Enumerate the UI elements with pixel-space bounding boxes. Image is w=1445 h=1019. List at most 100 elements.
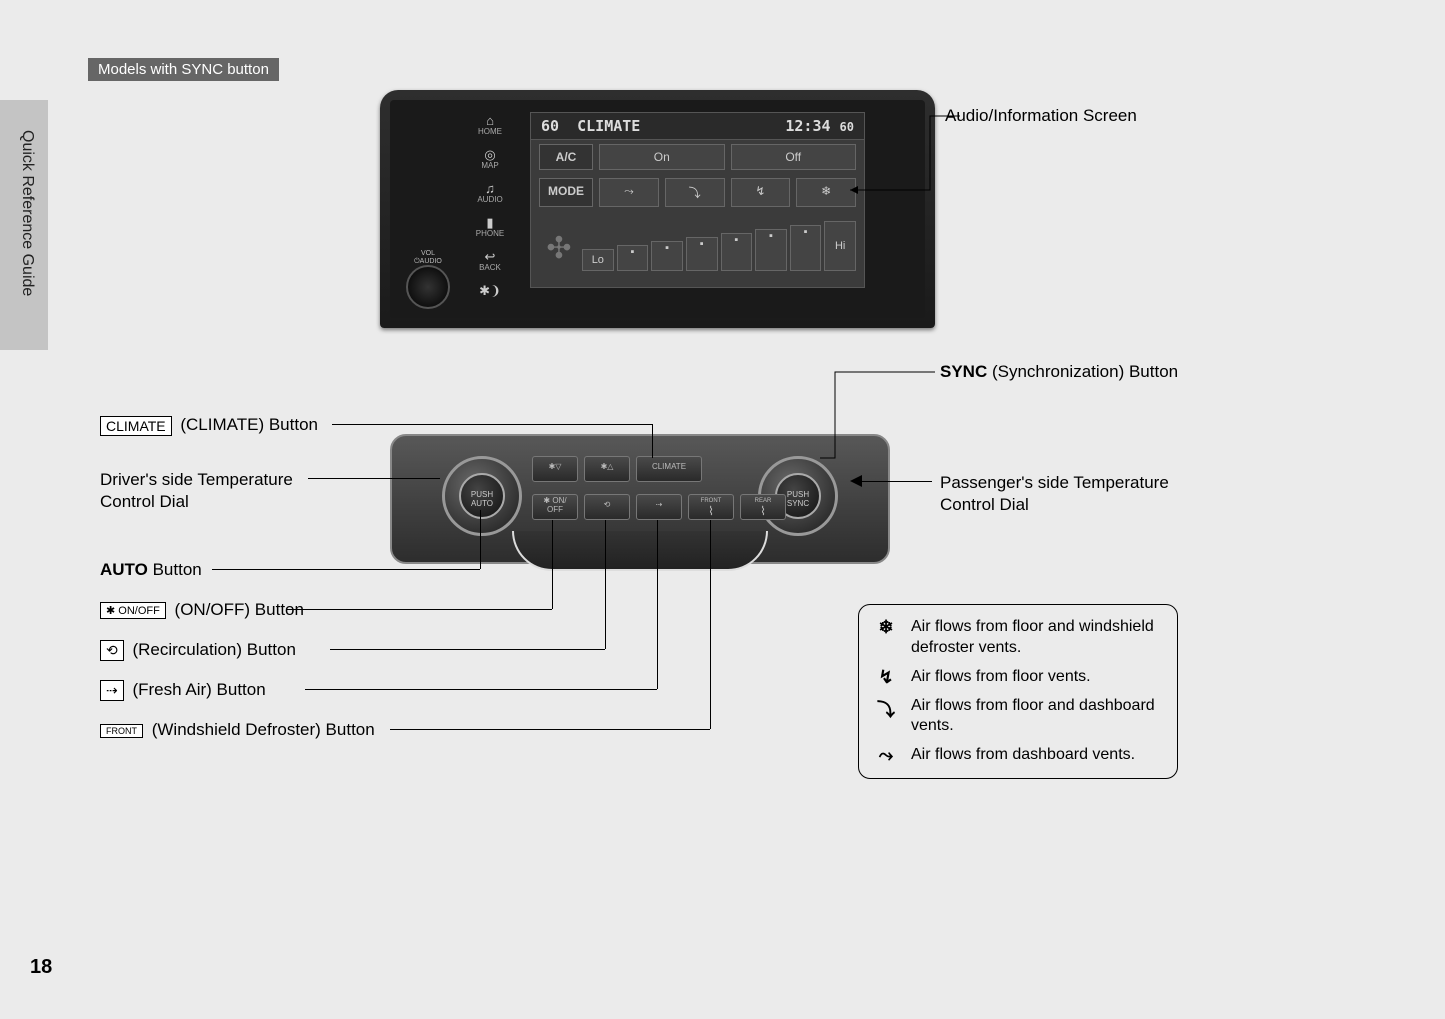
legend-row: ❄ Air flows from floor and windshield de… — [873, 617, 1163, 659]
leader-line — [330, 649, 605, 650]
fresh-air-button[interactable]: ⇢ — [636, 494, 682, 520]
menu-brightness[interactable]: ✱❩ — [460, 284, 520, 297]
info-screen[interactable]: 60 CLIMATE 12:34 60 A/C On Off MODE ⤳ ⤵ … — [530, 112, 865, 288]
mode-2-icon[interactable]: ⤵ — [665, 178, 725, 207]
map-icon: ◎ — [460, 148, 520, 161]
ac-on[interactable]: On — [599, 144, 725, 170]
display-bezel: VOL ⏻AUDIO ⌂HOME ◎MAP ♫AUDIO ▮PHONE ↩BAC… — [390, 100, 925, 318]
mode-3-icon[interactable]: ↯ — [731, 178, 791, 207]
legend-row: ⤳ Air flows from dashboard vents. — [873, 745, 1163, 766]
callout-recirc-button: ⟲ (Recirculation) Button — [100, 640, 296, 661]
panel-lip — [512, 531, 768, 571]
callout-driver-dial: Driver's side Temperature Control Dial — [100, 469, 293, 513]
fan-seg-4[interactable]: ▪ — [686, 237, 718, 271]
leader-line — [308, 478, 440, 479]
fan-seg-2[interactable]: ▪ — [617, 245, 649, 271]
temp-down-button[interactable]: ✱▽ — [532, 456, 578, 482]
menu-home[interactable]: ⌂HOME — [460, 114, 520, 136]
screen-title: CLIMATE — [577, 117, 640, 135]
defrost-box-label: FRONT — [100, 724, 143, 738]
volume-knob[interactable] — [406, 265, 450, 309]
menu-back[interactable]: ↩BACK — [460, 250, 520, 272]
clock: 12:34 — [785, 117, 830, 135]
screen-status-bar: 60 CLIMATE 12:34 60 — [531, 113, 864, 140]
fan-seg-5[interactable]: ▪ — [721, 233, 753, 271]
mode-label: MODE — [539, 178, 593, 207]
temp-up-button[interactable]: ✱△ — [584, 456, 630, 482]
leader-line — [710, 520, 711, 729]
recirc-icon-box: ⟲ — [100, 640, 124, 661]
legend-text: Air flows from floor and windshield defr… — [911, 617, 1163, 659]
callout-sync-button: SYNC (Synchronization) Button — [940, 362, 1178, 382]
vol-label: VOL ⏻AUDIO — [396, 250, 460, 265]
legend-text: Air flows from floor vents. — [911, 667, 1163, 688]
leader-line — [652, 424, 653, 458]
callout-auto-button: AUTO Button — [100, 560, 202, 580]
fan-seg-6[interactable]: ▪ — [755, 229, 787, 271]
legend-text: Air flows from floor and dashboard vents… — [911, 696, 1163, 738]
defrost-icon: ⌇ — [708, 504, 714, 518]
front-defrost-button[interactable]: FRONT⌇ — [688, 494, 734, 520]
mode-row: MODE ⤳ ⤵ ↯ ❄ — [531, 174, 864, 211]
side-tab-label: Quick Reference Guide — [18, 130, 36, 296]
fan-lo[interactable]: Lo — [582, 249, 614, 271]
airflow-legend: ❄ Air flows from floor and windshield de… — [858, 604, 1178, 779]
fan-icon: ✣ — [539, 231, 579, 271]
callout-climate-button: CLIMATE (CLIMATE) Button — [100, 415, 318, 436]
ac-label: A/C — [539, 144, 593, 170]
temp-left: 60 — [541, 117, 559, 135]
callout-fresh-button: ⇢ (Fresh Air) Button — [100, 680, 266, 701]
side-menu: ⌂HOME ◎MAP ♫AUDIO ▮PHONE ↩BACK ✱❩ — [460, 114, 520, 309]
climate-control-panel: PUSH AUTO PUSH SYNC ✱▽ ✱△ CLIMATE ✱ ON/ … — [390, 434, 890, 564]
menu-phone[interactable]: ▮PHONE — [460, 216, 520, 238]
leader-line — [860, 481, 932, 482]
rear-defrost-icon: ⌇ — [760, 504, 766, 518]
page-number: 18 — [30, 956, 52, 979]
audio-icon: ♫ — [460, 182, 520, 195]
recirc-icon: ⟲ — [604, 500, 611, 509]
legend-icon-floor: ↯ — [873, 667, 899, 688]
fan-seg-7[interactable]: ▪ — [790, 225, 822, 271]
legend-text: Air flows from dashboard vents. — [911, 745, 1163, 766]
leader-line — [286, 609, 552, 610]
phone-icon: ▮ — [460, 216, 520, 229]
leader-line — [305, 689, 657, 690]
climate-button[interactable]: CLIMATE — [636, 456, 702, 482]
ac-off[interactable]: Off — [731, 144, 857, 170]
rear-defrost-button[interactable]: REAR⌇ — [740, 494, 786, 520]
callout-passenger-dial: Passenger's side Temperature Control Dia… — [940, 472, 1169, 516]
menu-audio[interactable]: ♫AUDIO — [460, 182, 520, 204]
fan-hi[interactable]: Hi — [824, 221, 856, 271]
callout-onoff-button: ✱ ON/OFF (ON/OFF) Button — [100, 600, 304, 620]
fan-seg-3[interactable]: ▪ — [651, 241, 683, 271]
legend-row: ⤵ Air flows from floor and dashboard ven… — [873, 696, 1163, 738]
leader-line — [605, 520, 606, 649]
home-icon: ⌂ — [460, 114, 520, 127]
back-icon: ↩ — [460, 250, 520, 263]
recirc-button[interactable]: ⟲ — [584, 494, 630, 520]
fresh-air-icon-box: ⇢ — [100, 680, 124, 701]
leader-line — [552, 520, 553, 609]
leader-line — [332, 424, 652, 425]
menu-map[interactable]: ◎MAP — [460, 148, 520, 170]
fresh-air-icon: ⇢ — [656, 500, 663, 509]
auto-button[interactable]: PUSH AUTO — [459, 473, 505, 519]
legend-icon-dash: ⤳ — [873, 745, 899, 766]
onoff-box-label: ✱ ON/OFF — [100, 602, 166, 619]
section-header: Models with SYNC button — [88, 58, 279, 81]
audio-info-unit: VOL ⏻AUDIO ⌂HOME ◎MAP ♫AUDIO ▮PHONE ↩BAC… — [380, 90, 935, 328]
legend-icon-floor-dash: ⤵ — [873, 696, 899, 722]
leader-line — [657, 520, 658, 689]
driver-temp-dial[interactable]: PUSH AUTO — [442, 456, 522, 536]
callout-audio-screen: Audio/Information Screen — [945, 106, 1137, 126]
leader-line — [480, 510, 481, 569]
climate-box-label: CLIMATE — [100, 416, 172, 436]
leader-line — [212, 569, 480, 570]
legend-icon-floor-defrost: ❄ — [873, 617, 899, 638]
leader-line — [390, 729, 710, 730]
legend-row: ↯ Air flows from floor vents. — [873, 667, 1163, 688]
onoff-button[interactable]: ✱ ON/ OFF — [532, 494, 578, 520]
mode-1-icon[interactable]: ⤳ — [599, 178, 659, 207]
mode-4-icon[interactable]: ❄ — [796, 178, 856, 207]
brightness-icon: ✱❩ — [460, 284, 520, 297]
